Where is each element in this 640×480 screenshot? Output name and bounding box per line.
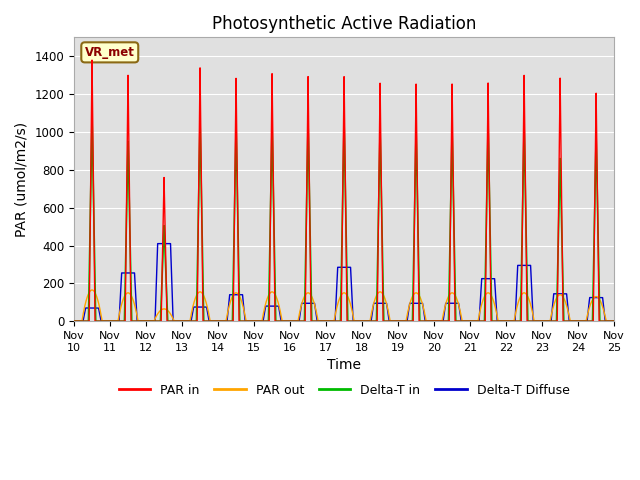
Title: Photosynthetic Active Radiation: Photosynthetic Active Radiation [212,15,476,33]
Legend: PAR in, PAR out, Delta-T in, Delta-T Diffuse: PAR in, PAR out, Delta-T in, Delta-T Dif… [114,379,574,402]
X-axis label: Time: Time [327,358,361,372]
Text: VR_met: VR_met [85,46,134,59]
Y-axis label: PAR (umol/m2/s): PAR (umol/m2/s) [15,122,29,237]
